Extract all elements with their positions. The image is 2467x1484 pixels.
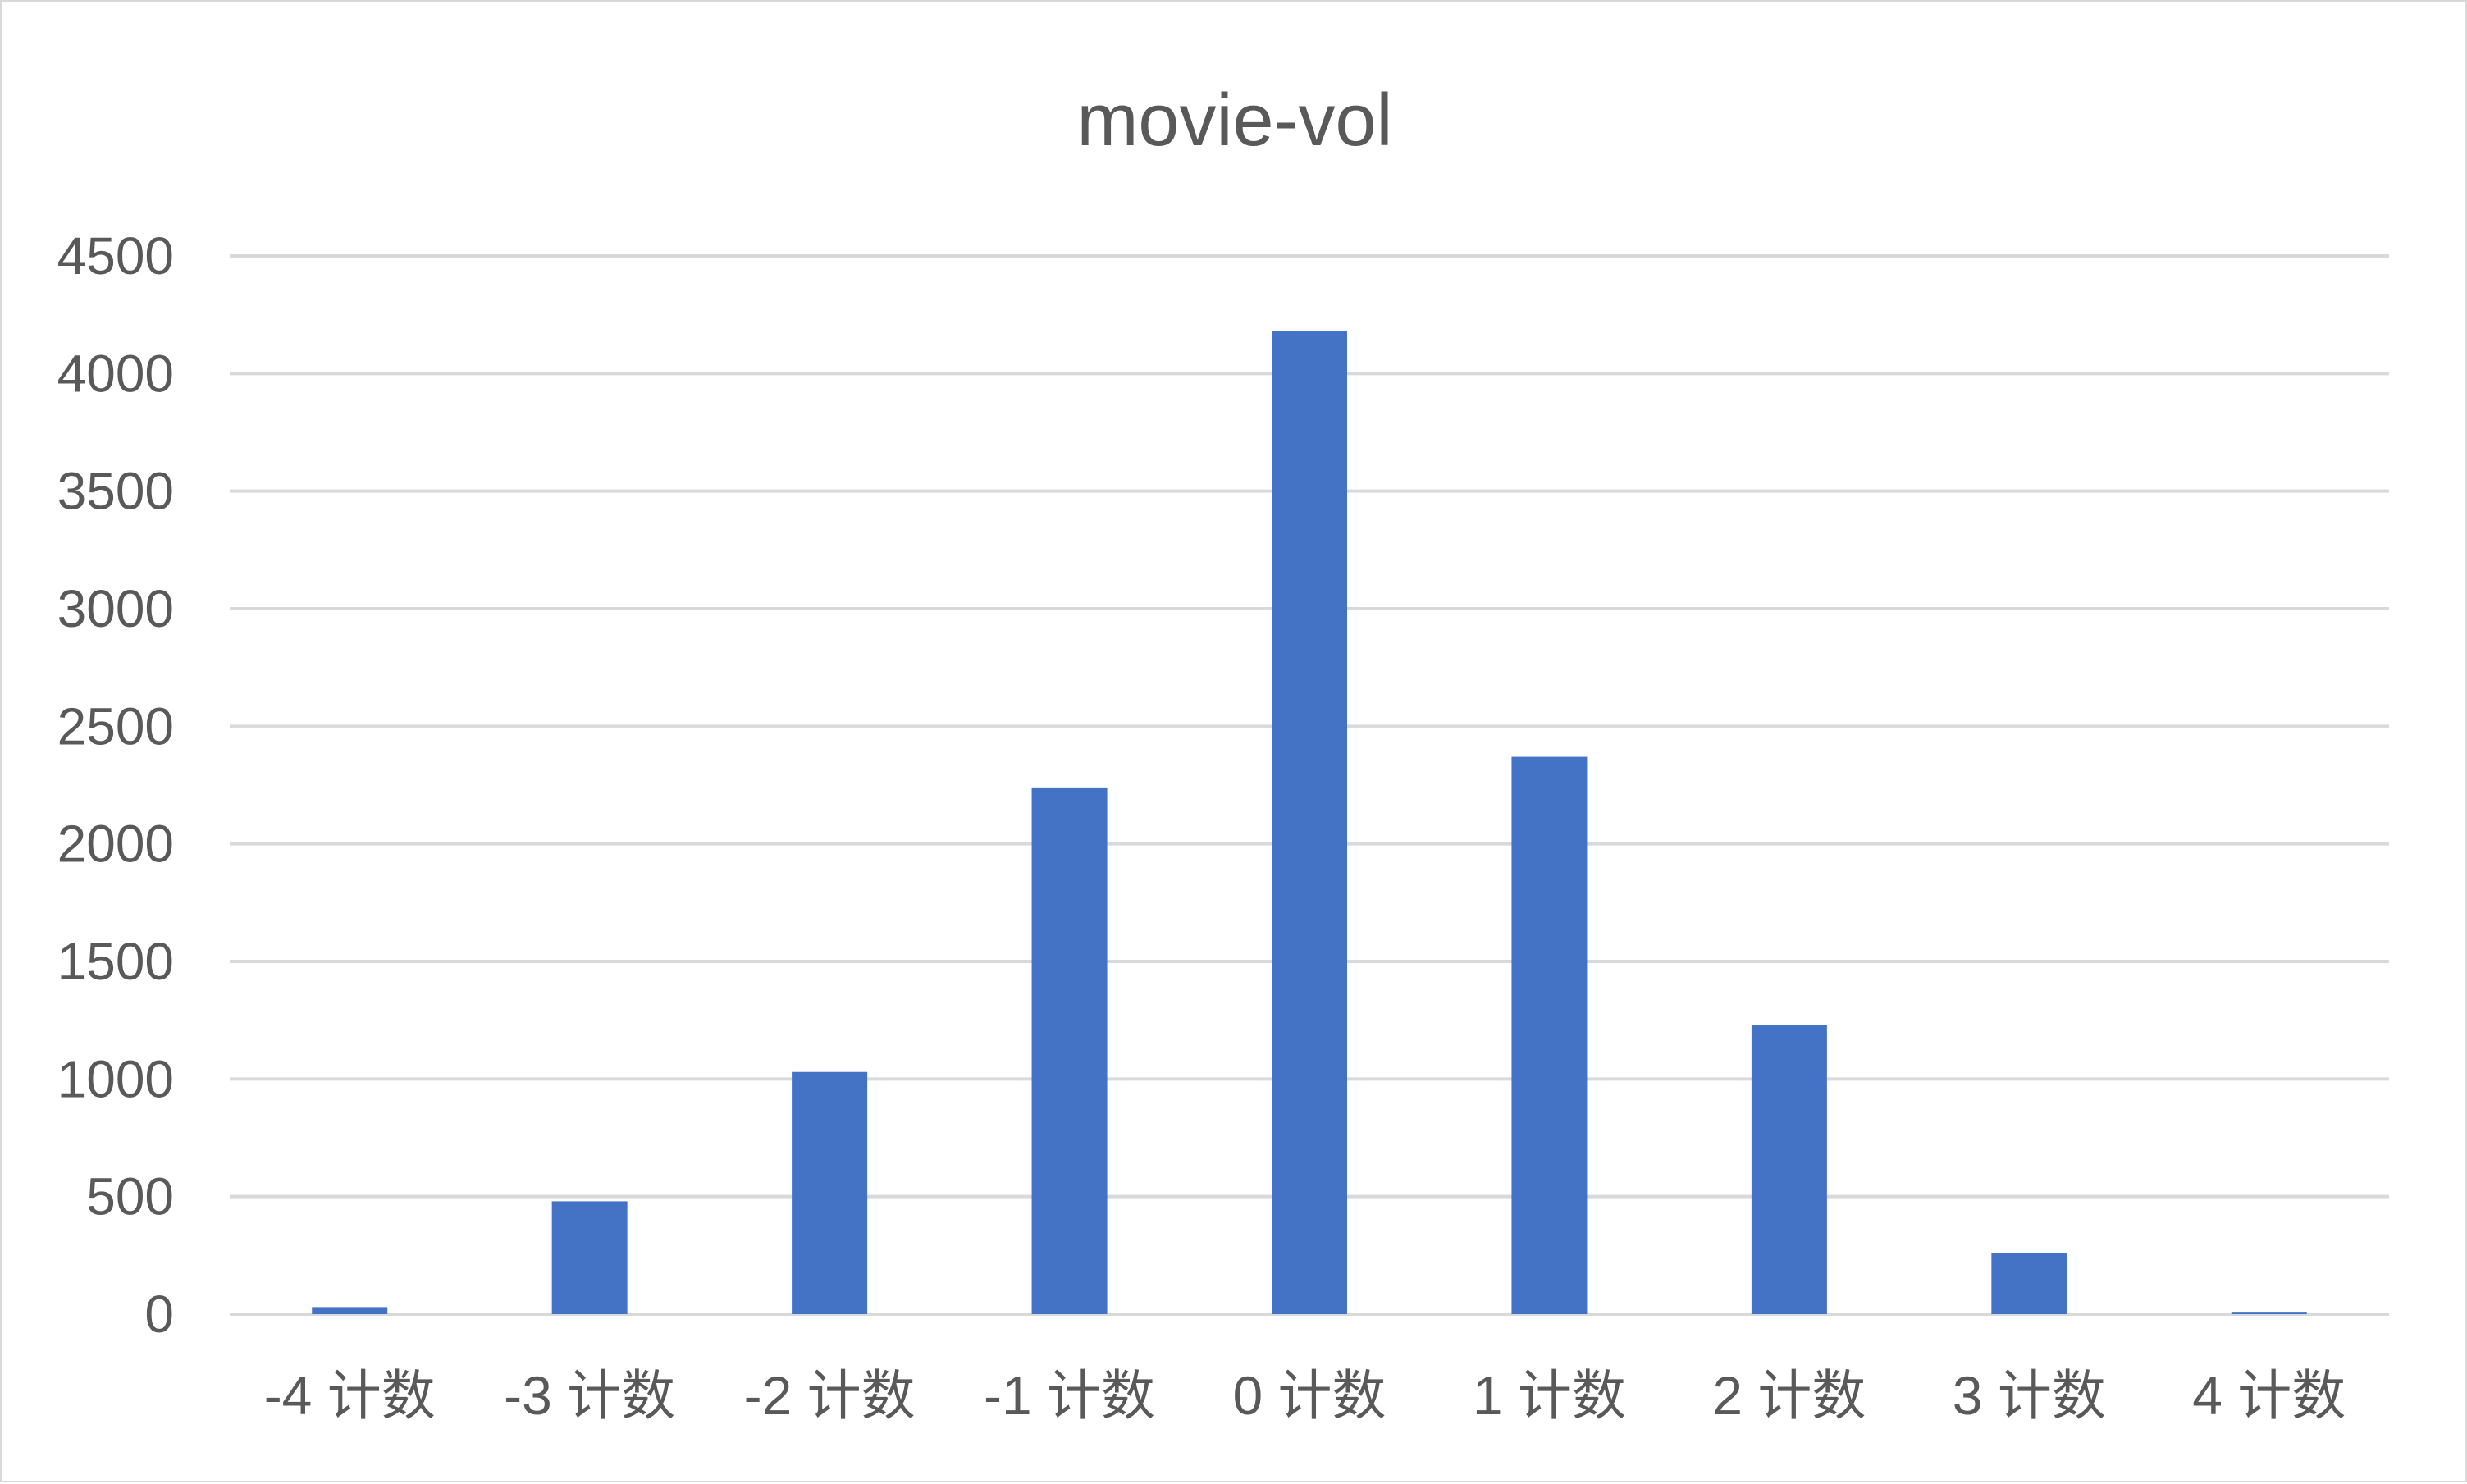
y-tick-label: 500 [86, 1167, 174, 1226]
bar [1031, 787, 1108, 1314]
bar [1991, 1253, 2067, 1314]
x-category-label: 0 计数 [1232, 1365, 1386, 1426]
x-category-label: 1 计数 [1473, 1365, 1626, 1426]
y-tick-label: 4000 [57, 344, 174, 403]
bar [792, 1071, 868, 1314]
bar [1751, 1025, 1827, 1314]
x-category-label: 4 计数 [2192, 1365, 2346, 1426]
bar [2231, 1312, 2307, 1314]
bar [312, 1307, 388, 1314]
y-tick-label: 1000 [57, 1049, 174, 1108]
y-tick-label: 0 [144, 1285, 174, 1344]
x-category-label: -1 计数 [984, 1365, 1155, 1426]
chart-title: movie-vol [1076, 80, 1392, 162]
y-tick-label: 2500 [57, 696, 174, 756]
bars [312, 331, 2307, 1314]
y-tick-label: 3500 [57, 462, 174, 521]
x-category-label: 2 计数 [1712, 1365, 1866, 1426]
bar [1272, 331, 1347, 1314]
x-axis-categories: -4 计数 -3 计数 -2 计数 -1 计数 0 计数 1 计数 2 计数 3 计数 4 计数 [264, 1365, 2346, 1426]
x-category-label: 3 计数 [1953, 1365, 2106, 1426]
bar [551, 1201, 628, 1314]
x-category-label: -3 计数 [504, 1365, 675, 1426]
y-tick-label: 4500 [57, 226, 174, 285]
y-axis-ticks: 0 500 1000 1500 2000 2500 3000 3500 4000 4500 [57, 226, 174, 1344]
y-tick-label: 3000 [57, 579, 174, 638]
bar [1511, 756, 1588, 1314]
y-tick-label: 1500 [57, 932, 174, 991]
y-tick-label: 2000 [57, 815, 174, 874]
x-category-label: -2 计数 [744, 1365, 916, 1426]
x-category-label: -4 计数 [264, 1365, 436, 1426]
